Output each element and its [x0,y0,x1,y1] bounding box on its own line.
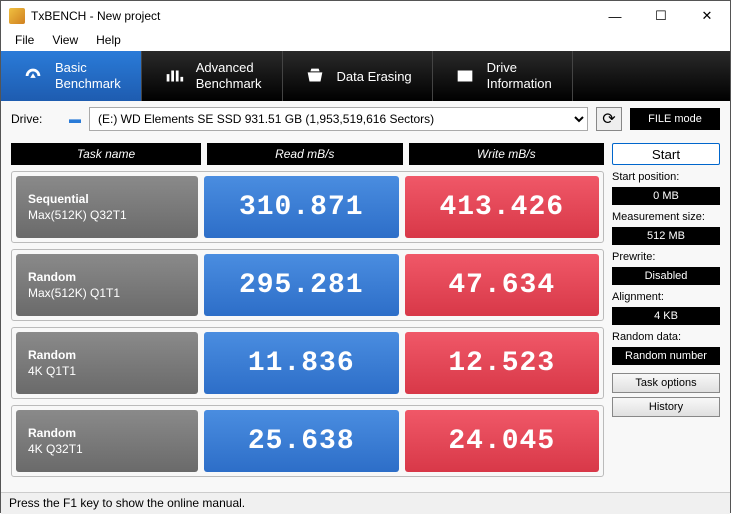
result-row: SequentialMax(512K) Q32T1310.871413.426 [11,171,604,243]
menu-help[interactable]: Help [88,31,129,51]
reload-button[interactable]: ⟳ [596,107,622,131]
task-name: Random4K Q32T1 [16,410,198,472]
startpos-value[interactable]: 0 MB [612,187,720,205]
disk-icon: ▬ [69,112,81,126]
startpos-label: Start position: [612,171,720,183]
write-value: 24.045 [405,410,600,472]
header-write: Write mB/s [409,143,605,165]
header-read: Read mB/s [207,143,403,165]
header-row: Task name Read mB/s Write mB/s [11,143,604,165]
erase-icon [303,64,327,88]
tab-label: Basic Benchmark [55,60,121,91]
task-options-button[interactable]: Task options [612,373,720,393]
reload-icon: ⟳ [602,109,615,129]
maximize-button[interactable]: ☐ [638,1,684,31]
task-name: Random4K Q1T1 [16,332,198,394]
result-row: Random4K Q1T111.83612.523 [11,327,604,399]
window-title: TxBENCH - New project [31,9,592,23]
read-value: 295.281 [204,254,399,316]
main-area: Task name Read mB/s Write mB/s Sequentia… [1,137,730,492]
side-panel: Start Start position: 0 MB Measurement s… [612,143,720,492]
close-button[interactable]: ✕ [684,1,730,31]
meas-label: Measurement size: [612,211,720,223]
tabbar: Basic Benchmark Advanced Benchmark Data … [1,51,730,101]
history-button[interactable]: History [612,397,720,417]
write-value: 47.634 [405,254,600,316]
file-mode-badge: FILE mode [630,108,720,130]
header-task: Task name [11,143,201,165]
prewrite-label: Prewrite: [612,251,720,263]
randdata-label: Random data: [612,331,720,343]
read-value: 11.836 [204,332,399,394]
chart-icon [162,64,186,88]
align-label: Alignment: [612,291,720,303]
start-button[interactable]: Start [612,143,720,165]
minimize-button[interactable]: — [592,1,638,31]
tab-data-erasing[interactable]: Data Erasing [283,51,433,101]
titlebar: TxBENCH - New project — ☐ ✕ [1,1,730,31]
menu-view[interactable]: View [44,31,86,51]
results-panel: Task name Read mB/s Write mB/s Sequentia… [11,143,604,492]
randdata-value[interactable]: Random number [612,347,720,365]
status-bar: Press the F1 key to show the online manu… [1,492,730,514]
menu-file[interactable]: File [7,31,42,51]
tab-advanced-benchmark[interactable]: Advanced Benchmark [142,51,283,101]
write-value: 12.523 [405,332,600,394]
drive-label: Drive: [11,112,61,126]
meas-value[interactable]: 512 MB [612,227,720,245]
drive-select[interactable]: (E:) WD Elements SE SSD 931.51 GB (1,953… [89,107,588,131]
drive-icon [453,64,477,88]
result-row: RandomMax(512K) Q1T1295.28147.634 [11,249,604,321]
result-row: Random4K Q32T125.63824.045 [11,405,604,477]
gauge-icon [21,64,45,88]
read-value: 310.871 [204,176,399,238]
task-name: RandomMax(512K) Q1T1 [16,254,198,316]
tab-label: Drive Information [487,60,552,91]
align-value[interactable]: 4 KB [612,307,720,325]
write-value: 413.426 [405,176,600,238]
tab-label: Data Erasing [337,69,412,84]
drive-bar: Drive: ▬ (E:) WD Elements SE SSD 931.51 … [1,101,730,137]
app-icon [9,8,25,24]
tab-label: Advanced Benchmark [196,60,262,91]
read-value: 25.638 [204,410,399,472]
tab-basic-benchmark[interactable]: Basic Benchmark [1,51,142,101]
task-name: SequentialMax(512K) Q32T1 [16,176,198,238]
tab-drive-information[interactable]: Drive Information [433,51,573,101]
prewrite-value[interactable]: Disabled [612,267,720,285]
menubar: File View Help [1,31,730,51]
